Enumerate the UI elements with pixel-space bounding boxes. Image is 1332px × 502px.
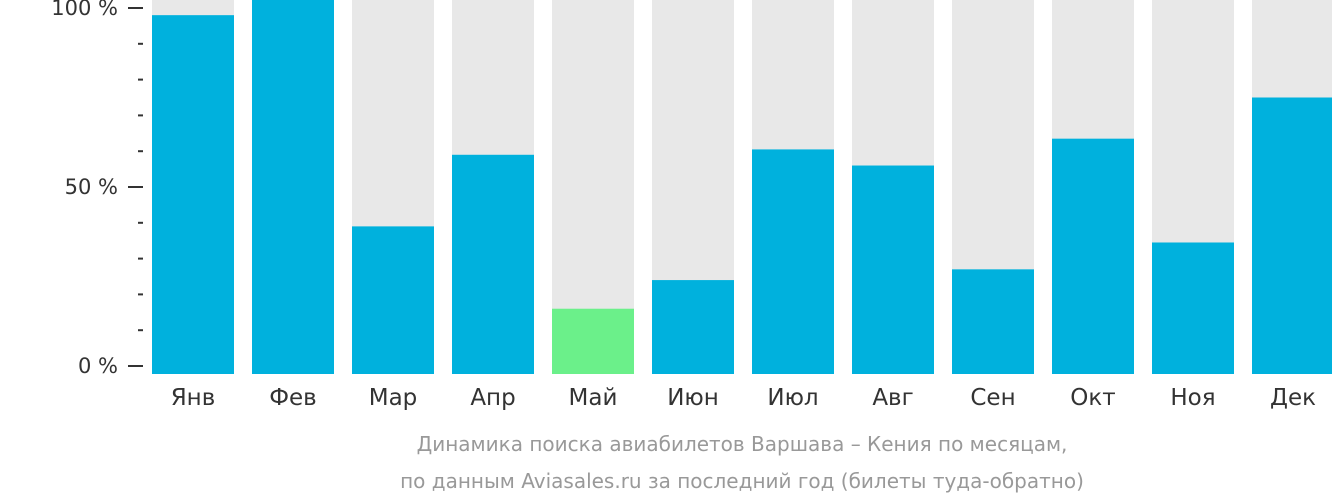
bar-авг[interactable]: [852, 165, 934, 374]
x-tick-label: Дек: [1270, 385, 1316, 411]
x-axis: Янв Фев Мар Апр Май Июн Июл Авг Сен Окт Ноя Дек: [171, 385, 1316, 411]
x-tick-label: Авг: [872, 385, 913, 411]
bar-июл[interactable]: [752, 149, 834, 374]
x-tick-label: Янв: [171, 385, 216, 411]
y-tick-label: 50 %: [65, 175, 118, 199]
y-tick-label: 0 %: [78, 354, 118, 378]
x-tick-label: Май: [569, 385, 618, 411]
bar-сен[interactable]: [952, 269, 1034, 374]
bar-ноя[interactable]: [1152, 242, 1234, 374]
x-tick-label: Сен: [970, 385, 1015, 411]
caption-line-1: Динамика поиска авиабилетов Варшава – Ке…: [417, 432, 1068, 456]
bar-мар[interactable]: [352, 226, 434, 374]
bar-янв[interactable]: [152, 15, 234, 374]
x-tick-label: Июн: [667, 385, 719, 411]
bar-окт[interactable]: [1052, 138, 1134, 374]
chart-caption: Динамика поиска авиабилетов Варшава – Ке…: [400, 432, 1084, 493]
bar-май[interactable]: [552, 308, 634, 374]
x-tick-label: Июл: [767, 385, 818, 411]
x-tick-label: Фев: [269, 385, 317, 411]
bar-апр[interactable]: [452, 154, 534, 374]
bar-дек[interactable]: [1252, 97, 1332, 375]
bar-июн[interactable]: [652, 280, 734, 374]
y-tick-label: 100 %: [51, 0, 118, 20]
caption-line-2: по данным Aviasales.ru за последний год …: [400, 469, 1084, 493]
x-tick-label: Окт: [1070, 385, 1115, 411]
bars-group: [152, 0, 1332, 374]
bar-фев[interactable]: [252, 0, 334, 374]
y-axis: 0 % 50 % 100 %: [51, 0, 143, 378]
x-tick-label: Апр: [470, 385, 515, 411]
x-tick-label: Ноя: [1170, 385, 1215, 411]
x-tick-label: Мар: [369, 385, 418, 411]
